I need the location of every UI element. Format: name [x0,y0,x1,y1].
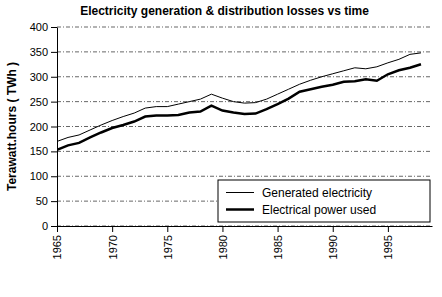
grid-line [57,27,432,28]
y-tick-label: 350 [30,46,48,58]
y-tick: 50 [36,195,57,207]
y-tick-label: 100 [30,170,48,182]
y-tick-mark [51,201,57,202]
y-axis: 0 50 100 150 200 250 300 350 400 [30,21,58,232]
y-tick-mark [51,27,57,28]
grid-line [57,151,432,152]
y-tick-label: 300 [30,71,48,83]
y-tick: 100 [30,170,57,182]
y-tick: 250 [30,96,57,108]
x-tick-label: 1970 [106,235,118,259]
x-tick-label: 1985 [272,235,284,259]
x-tick: 1990 [327,226,339,259]
x-tick-label: 1995 [382,235,394,259]
y-tick-label: 400 [30,21,48,33]
grid [57,27,432,226]
x-tick-label: 1980 [217,235,229,259]
x-axis: 1965 1970 1975 1980 1985 1990 1995 [51,226,432,259]
legend: Generated electricity Electrical power us… [218,180,430,222]
x-tick: 1995 [382,226,394,259]
legend-label: Generated electricity [262,186,372,200]
y-tick-mark [51,52,57,53]
x-tick-mark [388,226,389,232]
grid-line [57,226,432,227]
y-tick: 350 [30,46,57,58]
y-tick-mark [51,77,57,78]
y-tick-mark [51,176,57,177]
grid-line [57,76,432,77]
y-tick: 300 [30,71,57,83]
y-tick-label: 200 [30,121,48,133]
x-axis-line [58,226,433,227]
grid-line [57,176,432,177]
y-tick: 200 [30,121,57,133]
x-tick-label: 1975 [162,235,174,259]
y-tick: 150 [30,145,57,157]
title: Electricity generation & distribution lo… [80,4,369,18]
legend-swatch [226,192,254,193]
x-tick: 1975 [162,226,174,259]
x-tick-mark [222,226,223,232]
x-tick-mark [57,226,58,232]
y-tick-mark [51,127,57,128]
x-tick-label: 1965 [51,235,63,259]
y-tick-mark [51,102,57,103]
x-tick-mark [112,226,113,232]
x-tick: 1980 [217,226,229,259]
legend-swatch [226,208,254,211]
y-tick-label: 150 [30,145,48,157]
y-axis-line [57,28,58,227]
legend-label: Electrical power used [262,203,376,217]
grid-line [57,101,432,102]
chart: 0 50 100 150 200 250 300 350 400 1965 1970 1975 1980… [0,0,442,297]
x-tick-label: 1990 [327,235,339,259]
x-tick-mark [333,226,334,232]
x-tick: 1985 [272,226,284,259]
legend-box [218,180,430,222]
y-tick-mark [51,151,57,152]
y-tick: 400 [30,21,57,33]
y-tick-label: 250 [30,96,48,108]
series-group [57,53,421,150]
y-tick-mark [51,226,57,227]
y-tick-label: 0 [42,220,48,232]
x-tick: 1965 [51,226,63,259]
x-tick-mark [167,226,168,232]
x-tick-mark [278,226,279,232]
x-tick: 1970 [106,226,118,259]
grid-line [57,51,432,52]
plot: 0 50 100 150 200 250 300 350 400 1965 1970 1975 1980… [30,21,433,259]
y-tick-label: 50 [36,195,48,207]
y-axis-title: Terawatt.hours ( TWh ) [5,62,19,191]
series-line [57,64,421,150]
y-tick: 0 [42,220,57,232]
